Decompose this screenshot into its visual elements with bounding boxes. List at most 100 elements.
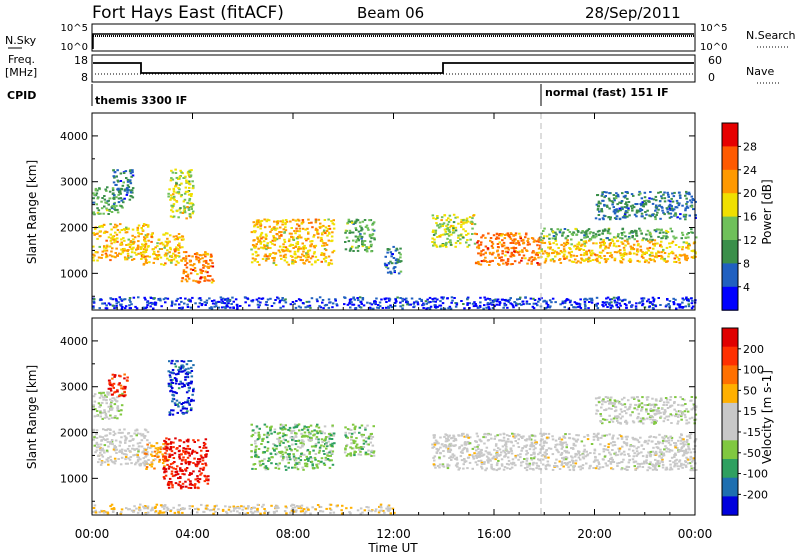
- echo-cell: [156, 456, 159, 459]
- echo-cell: [681, 254, 684, 257]
- echo-cell: [107, 213, 110, 215]
- echo-cell: [302, 250, 305, 253]
- echo-cell: [193, 253, 197, 255]
- echo-cell: [130, 195, 133, 198]
- echo-cell: [120, 409, 123, 412]
- echo-cell: [528, 257, 532, 260]
- echo-cell: [145, 248, 149, 251]
- echo-cell: [296, 242, 300, 245]
- echo-cell: [169, 446, 173, 448]
- echo-cell: [620, 437, 624, 440]
- echo-cell: [551, 237, 555, 240]
- echo-cell: [188, 199, 191, 202]
- echo-cell: [412, 302, 415, 305]
- echo-cell: [173, 238, 177, 241]
- echo-cell: [187, 277, 191, 280]
- echo-cell: [681, 231, 684, 234]
- echo-cell: [254, 448, 257, 451]
- echo-cell: [460, 300, 463, 302]
- echo-cell: [192, 462, 195, 464]
- echo-cell: [330, 220, 333, 223]
- echo-cell: [640, 209, 644, 211]
- echo-cell: [185, 266, 189, 269]
- echo-cell: [180, 360, 183, 363]
- echo-cell: [129, 189, 132, 192]
- echo-cell: [171, 171, 175, 174]
- y-tick-label: 3000: [60, 176, 88, 189]
- echo-cell: [282, 246, 285, 248]
- echo-cell: [512, 240, 516, 242]
- echo-cell: [354, 222, 357, 225]
- echo-cell: [525, 438, 529, 441]
- echo-cell: [291, 244, 295, 246]
- echo-cell: [532, 302, 536, 305]
- echo-cell: [131, 174, 135, 177]
- echo-cell: [610, 298, 614, 301]
- echo-cell: [124, 438, 128, 441]
- echo-cell: [132, 296, 136, 299]
- echo-cell: [170, 450, 174, 453]
- echo-cell: [608, 301, 612, 304]
- echo-cell: [178, 455, 181, 458]
- echo-cell: [174, 365, 178, 368]
- echo-cell: [274, 299, 277, 301]
- echo-cell: [112, 226, 116, 229]
- echo-cell: [658, 462, 661, 465]
- echo-cell: [514, 247, 518, 249]
- echo-cell: [665, 229, 668, 232]
- echo-cell: [126, 184, 130, 187]
- echo-cell: [288, 454, 291, 457]
- echo-cell: [116, 254, 119, 257]
- echo-cell: [385, 306, 388, 309]
- echo-cell: [365, 247, 369, 250]
- echo-cell: [488, 458, 491, 461]
- echo-cell: [187, 447, 190, 450]
- echo-cell: [191, 451, 194, 454]
- echo-cell: [567, 451, 570, 454]
- echo-cell: [499, 233, 502, 235]
- echo-cell: [647, 239, 650, 242]
- echo-cell: [454, 305, 458, 308]
- echo-cell: [399, 247, 402, 250]
- echo-cell: [563, 242, 566, 245]
- echo-cell: [679, 254, 682, 257]
- echo-cell: [128, 445, 131, 448]
- echo-cell: [199, 277, 202, 280]
- echo-region: [142, 232, 185, 266]
- echo-cell: [169, 198, 172, 201]
- echo-cell: [536, 244, 539, 247]
- echo-cell: [657, 255, 661, 257]
- echo-cell: [185, 467, 189, 469]
- echo-cell: [102, 212, 105, 215]
- echo-cell: [325, 243, 329, 246]
- echo-cell: [163, 471, 166, 474]
- echo-cell: [106, 428, 110, 431]
- echo-cell: [363, 219, 367, 221]
- echo-cell: [172, 190, 176, 193]
- echo-cell: [621, 299, 624, 302]
- echo-cell: [504, 453, 508, 456]
- echo-cell: [356, 237, 360, 240]
- echo-cell: [673, 237, 676, 240]
- echo-cell: [608, 244, 612, 247]
- echo-cell: [310, 457, 313, 460]
- echo-cell: [394, 249, 398, 252]
- echo-cell: [592, 460, 596, 463]
- echo-cell: [459, 455, 463, 458]
- echo-cell: [477, 244, 481, 247]
- echo-cell: [181, 405, 185, 408]
- echo-cell: [579, 298, 582, 301]
- echo-cell: [186, 371, 190, 374]
- echo-cell: [687, 232, 690, 234]
- echo-cell: [667, 436, 670, 439]
- echo-cell: [255, 445, 258, 448]
- echo-cell: [507, 463, 511, 466]
- echo-cell: [304, 465, 307, 467]
- echo-cell: [514, 249, 517, 252]
- echo-cell: [542, 458, 545, 461]
- echo-cell: [456, 465, 459, 468]
- echo-cell: [391, 262, 394, 265]
- echo-cell: [125, 249, 128, 252]
- echo-cell: [95, 432, 98, 435]
- echo-cell: [346, 428, 350, 431]
